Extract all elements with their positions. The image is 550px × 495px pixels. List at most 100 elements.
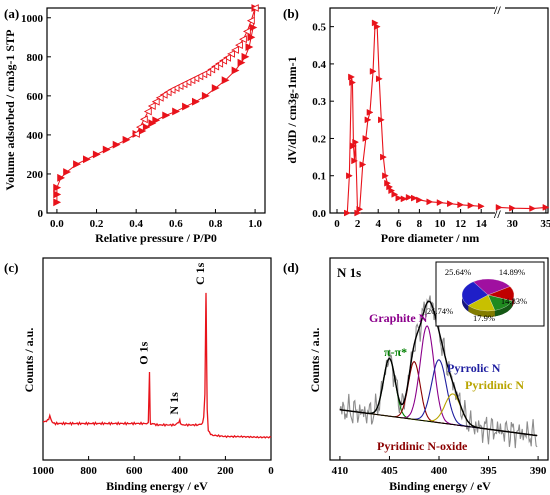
y-tick-label: 0	[38, 208, 44, 220]
pore-point	[411, 194, 418, 202]
adsorption-point	[102, 145, 111, 154]
adsorption-point	[162, 111, 171, 120]
panel-b-label: (b)	[283, 6, 299, 21]
peak-annotation: N 1s	[167, 392, 181, 415]
pore-point	[348, 73, 355, 81]
x-tick-label: 1.0	[248, 218, 262, 230]
x-tick-label: 400	[431, 465, 448, 477]
adsorption-point	[142, 123, 151, 132]
desorption-point	[151, 97, 160, 106]
adsorption-point	[191, 97, 200, 106]
annot-graphite-n: Graphite N	[369, 311, 428, 325]
adsorption-point	[249, 23, 258, 32]
x-tick-label: 600	[126, 465, 143, 477]
axis-break-bottom: //	[493, 207, 501, 221]
x-tick-label: 14	[476, 218, 488, 230]
pore-point	[380, 153, 387, 161]
x-tick-label: 200	[217, 465, 234, 477]
pore-point	[373, 23, 381, 31]
pie-slice-label: 26.74%	[427, 306, 453, 316]
y-tick-label: 0.0	[312, 208, 326, 220]
pore-point	[382, 172, 389, 180]
desorption-point	[187, 76, 196, 85]
panel-c-label: (c)	[4, 260, 18, 275]
panel-b-series	[344, 19, 550, 217]
pore-point	[457, 201, 465, 209]
adsorption-point	[92, 150, 101, 159]
adsorption-point	[237, 58, 246, 67]
pie-slice-label: 14.83%	[501, 296, 527, 306]
adsorption-point	[148, 119, 157, 128]
desorption-point	[215, 59, 224, 68]
desorption-point	[207, 65, 216, 74]
pie-slice	[473, 278, 511, 296]
x-tick-label: 0.8	[209, 218, 223, 230]
desorption-point	[191, 74, 200, 83]
pore-point	[426, 198, 434, 206]
desorption-point	[250, 4, 259, 12]
pie-slice-label: 14.89%	[499, 267, 525, 277]
x-tick-label: 400	[172, 465, 189, 477]
adsorption-point	[112, 140, 121, 149]
adsorption-point	[53, 198, 62, 207]
pore-point	[416, 196, 423, 204]
pore-point	[356, 205, 364, 213]
pore-point	[467, 202, 475, 209]
pore-point	[362, 135, 370, 142]
adsorption-point	[221, 76, 230, 85]
pore-point	[364, 116, 372, 124]
axis-break-mask-bottom	[495, 207, 505, 219]
pore-point	[395, 194, 403, 202]
pore-point	[352, 138, 360, 146]
pore-point	[366, 108, 374, 116]
panel-a-series	[53, 4, 260, 207]
y-tick-label: 1000	[21, 13, 44, 25]
adsorption-point	[247, 33, 256, 42]
x-tick-label: 0.0	[50, 218, 64, 230]
adsorption-point	[231, 66, 240, 75]
panel-c-annotations: O 1s N 1s C 1s	[137, 262, 207, 414]
desorption-point	[211, 62, 220, 71]
pore-point	[349, 79, 357, 86]
desorption-point	[171, 84, 180, 92]
annot-pyridinic-n: Pyridinic N	[465, 378, 524, 392]
adsorption-point	[53, 190, 62, 199]
panel-a: (a) 0 200 400 600 800 1000 0.0 0.2 0.4 0.6 0.8 1.0…	[3, 4, 266, 245]
pie-slice-side	[468, 305, 495, 318]
adsorption-point	[57, 173, 66, 182]
x-tick-label: 8	[417, 218, 423, 230]
x-tick-label: 0	[268, 465, 274, 477]
x-tick-label: 12	[455, 218, 467, 230]
panel-b-y-ticks: 0.0 0.1 0.2 0.3 0.4 0.5	[312, 22, 334, 220]
x-tick-label: 395	[480, 465, 497, 477]
pie-inset: 25.64% 14.89% 14.83% 17.9% 26.74%	[427, 267, 527, 323]
panel-c-x-label: Binding energy / eV	[106, 479, 208, 493]
peak-annotation: C 1s	[193, 262, 207, 285]
panel-a-label: (a)	[4, 6, 19, 21]
pore-point	[346, 172, 353, 180]
adsorption-point	[122, 135, 131, 144]
pore-point	[375, 75, 383, 83]
desorption-point	[143, 107, 152, 116]
y-tick-label: 800	[27, 52, 44, 64]
adsorption-point	[82, 155, 91, 164]
adsorption-point	[63, 168, 72, 176]
adsorption-point	[73, 160, 81, 169]
y-tick-label: 0.5	[312, 22, 326, 34]
axis-break-mask-top	[495, 4, 505, 14]
y-tick-label: 400	[27, 130, 44, 142]
panel-a-y-ticks: 0 200 400 600 800 1000	[21, 13, 51, 220]
panel-d-x-label: Binding energy / eV	[389, 479, 491, 493]
pie-slice-side	[494, 300, 513, 317]
desorption-point	[179, 80, 188, 89]
panel-c-frame	[42, 257, 272, 461]
panel-c: (c) 1000 800 600 400 200 0 O 1s N 1s C 1s Bindi…	[4, 257, 274, 493]
x-tick-label: 390	[530, 465, 547, 477]
pore-point	[378, 116, 385, 124]
annot-pyrrolic-n: Pyrrolic N	[447, 361, 501, 375]
panel-b-x-label: Pore diameter / nm	[381, 231, 480, 245]
x-tick-label: 405	[381, 465, 398, 477]
desorption-point	[199, 70, 208, 79]
pore-point	[542, 204, 550, 211]
